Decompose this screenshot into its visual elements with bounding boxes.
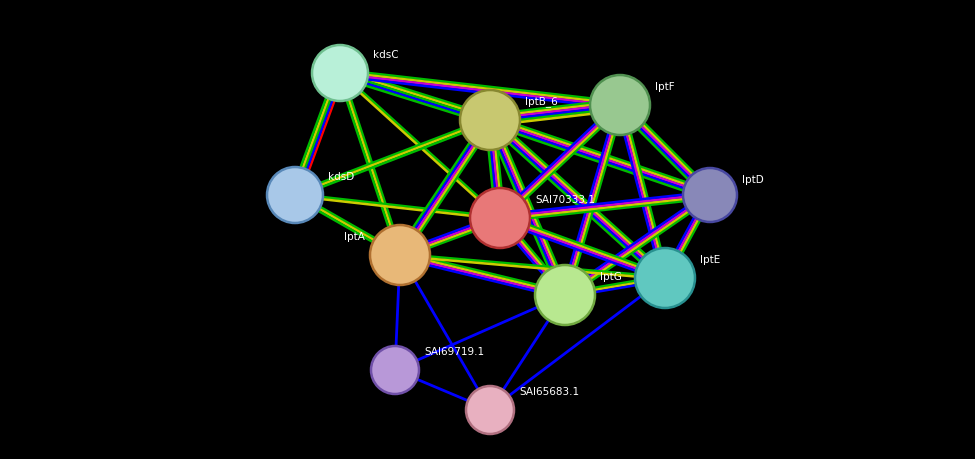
Text: lptA: lptA bbox=[344, 232, 365, 242]
Text: lptB_6: lptB_6 bbox=[525, 96, 558, 107]
Circle shape bbox=[466, 386, 514, 434]
Circle shape bbox=[371, 346, 419, 394]
Text: SAI65683.1: SAI65683.1 bbox=[519, 387, 579, 397]
Text: SAI69719.1: SAI69719.1 bbox=[424, 347, 485, 357]
Circle shape bbox=[683, 168, 737, 222]
Text: lptE: lptE bbox=[700, 255, 721, 265]
Circle shape bbox=[535, 265, 595, 325]
Circle shape bbox=[635, 248, 695, 308]
Circle shape bbox=[312, 45, 368, 101]
Text: kdsD: kdsD bbox=[328, 172, 354, 182]
Text: lptF: lptF bbox=[655, 82, 675, 92]
Circle shape bbox=[590, 75, 650, 135]
Circle shape bbox=[267, 167, 323, 223]
Text: kdsC: kdsC bbox=[373, 50, 399, 60]
Text: lptD: lptD bbox=[742, 175, 763, 185]
Text: SAI70333.1: SAI70333.1 bbox=[535, 195, 595, 205]
Circle shape bbox=[460, 90, 520, 150]
Circle shape bbox=[470, 188, 530, 248]
Circle shape bbox=[370, 225, 430, 285]
Text: lptG: lptG bbox=[600, 272, 622, 282]
